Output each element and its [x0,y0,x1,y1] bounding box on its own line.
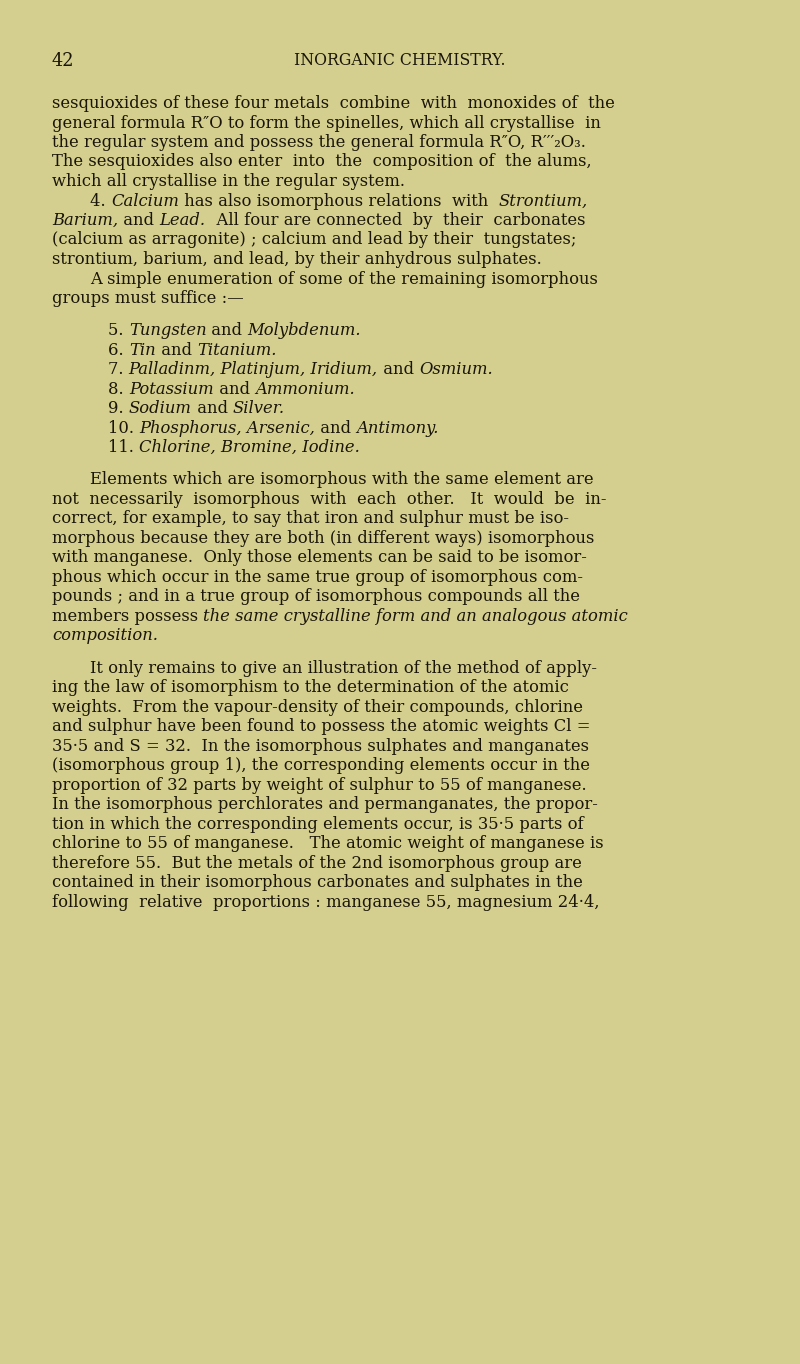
Text: Silver.: Silver. [233,400,285,417]
Text: contained in their isomorphous carbonates and sulphates in the: contained in their isomorphous carbonate… [52,874,583,891]
Text: composition.: composition. [52,627,158,644]
Text: the same crystalline form and an analogous atomic: the same crystalline form and an analogo… [203,608,628,625]
Text: Tungsten: Tungsten [129,322,206,340]
Text: 35·5 and S = 32.  In the isomorphous sulphates and manganates: 35·5 and S = 32. In the isomorphous sulp… [52,738,589,754]
Text: and: and [378,361,419,378]
Text: Elements which are isomorphous with the same element are: Elements which are isomorphous with the … [90,472,594,488]
Text: pounds ; and in a true group of isomorphous compounds all the: pounds ; and in a true group of isomorph… [52,588,580,606]
Text: 9.: 9. [108,400,129,417]
Text: All four are connected  by  their  carbonates: All four are connected by their carbonat… [206,211,585,229]
Text: tion in which the corresponding elements occur, is 35·5 parts of: tion in which the corresponding elements… [52,816,584,832]
Text: (calcium as arragonite) ; calcium and lead by their  tungstates;: (calcium as arragonite) ; calcium and le… [52,232,576,248]
Text: Potassium: Potassium [129,381,214,398]
Text: strontium, barium, and lead, by their anhydrous sulphates.: strontium, barium, and lead, by their an… [52,251,542,267]
Text: Tin: Tin [129,341,155,359]
Text: Osmium.: Osmium. [419,361,493,378]
Text: Titanium.: Titanium. [197,341,276,359]
Text: 6.: 6. [108,341,129,359]
Text: and: and [315,420,356,436]
Text: chlorine to 55 of manganese.   The atomic weight of manganese is: chlorine to 55 of manganese. The atomic … [52,835,604,852]
Text: Lead.: Lead. [159,211,206,229]
Text: 11.: 11. [108,439,139,456]
Text: A simple enumeration of some of the remaining isomorphous: A simple enumeration of some of the rema… [90,270,598,288]
Text: It only remains to give an illustration of the method of apply-: It only remains to give an illustration … [90,660,597,677]
Text: 4.: 4. [90,192,111,210]
Text: ing the law of isomorphism to the determination of the atomic: ing the law of isomorphism to the determ… [52,679,569,696]
Text: and: and [192,400,233,417]
Text: Ammonium.: Ammonium. [254,381,354,398]
Text: Sodium: Sodium [129,400,192,417]
Text: Phosphorus, Arsenic,: Phosphorus, Arsenic, [139,420,315,436]
Text: 5.: 5. [108,322,129,340]
Text: 8.: 8. [108,381,129,398]
Text: and: and [206,322,248,340]
Text: and: and [155,341,197,359]
Text: morphous because they are both (in different ways) isomorphous: morphous because they are both (in diffe… [52,529,594,547]
Text: The sesquioxides also enter  into  the  composition of  the alums,: The sesquioxides also enter into the com… [52,154,592,170]
Text: members possess: members possess [52,608,203,625]
Text: proportion of 32 parts by weight of sulphur to 55 of manganese.: proportion of 32 parts by weight of sulp… [52,776,586,794]
Text: and sulphur have been found to possess the atomic weights Cl =: and sulphur have been found to possess t… [52,717,590,735]
Text: with manganese.  Only those elements can be said to be isomor-: with manganese. Only those elements can … [52,550,587,566]
Text: sesquioxides of these four metals  combine  with  monoxides of  the: sesquioxides of these four metals combin… [52,95,615,112]
Text: therefore 55.  But the metals of the 2nd isomorphous group are: therefore 55. But the metals of the 2nd … [52,854,582,872]
Text: In the isomorphous perchlorates and permanganates, the propor-: In the isomorphous perchlorates and perm… [52,797,598,813]
Text: Molybdenum.: Molybdenum. [248,322,362,340]
Text: 7.: 7. [108,361,129,378]
Text: correct, for example, to say that iron and sulphur must be iso-: correct, for example, to say that iron a… [52,510,569,528]
Text: following  relative  proportions : manganese 55, magnesium 24·4,: following relative proportions : mangane… [52,893,599,911]
Text: INORGANIC CHEMISTRY.: INORGANIC CHEMISTRY. [294,52,506,70]
Text: Strontium,: Strontium, [498,192,588,210]
Text: and: and [214,381,254,398]
Text: general formula R″O to form the spinelles, which all crystallise  in: general formula R″O to form the spinelle… [52,115,601,131]
Text: the regular system and possess the general formula R″O, R′′′₂O₃.: the regular system and possess the gener… [52,134,586,151]
Text: 42: 42 [52,52,74,70]
Text: phous which occur in the same true group of isomorphous com-: phous which occur in the same true group… [52,569,583,587]
Text: has also isomorphous relations  with: has also isomorphous relations with [178,192,498,210]
Text: Calcium: Calcium [111,192,178,210]
Text: not  necessarily  isomorphous  with  each  other.   It  would  be  in-: not necessarily isomorphous with each ot… [52,491,606,507]
Text: groups must suffice :—: groups must suffice :— [52,291,244,307]
Text: and: and [118,211,159,229]
Text: Chlorine, Bromine, Iodine.: Chlorine, Bromine, Iodine. [139,439,360,456]
Text: Barium,: Barium, [52,211,118,229]
Text: which all crystallise in the regular system.: which all crystallise in the regular sys… [52,173,405,190]
Text: Antimony.: Antimony. [356,420,439,436]
Text: 10.: 10. [108,420,139,436]
Text: weights.  From the vapour-density of their compounds, chlorine: weights. From the vapour-density of thei… [52,698,583,716]
Text: Palladinm, Platinjum, Iridium,: Palladinm, Platinjum, Iridium, [129,361,378,378]
Text: (isomorphous group 1), the corresponding elements occur in the: (isomorphous group 1), the corresponding… [52,757,590,773]
